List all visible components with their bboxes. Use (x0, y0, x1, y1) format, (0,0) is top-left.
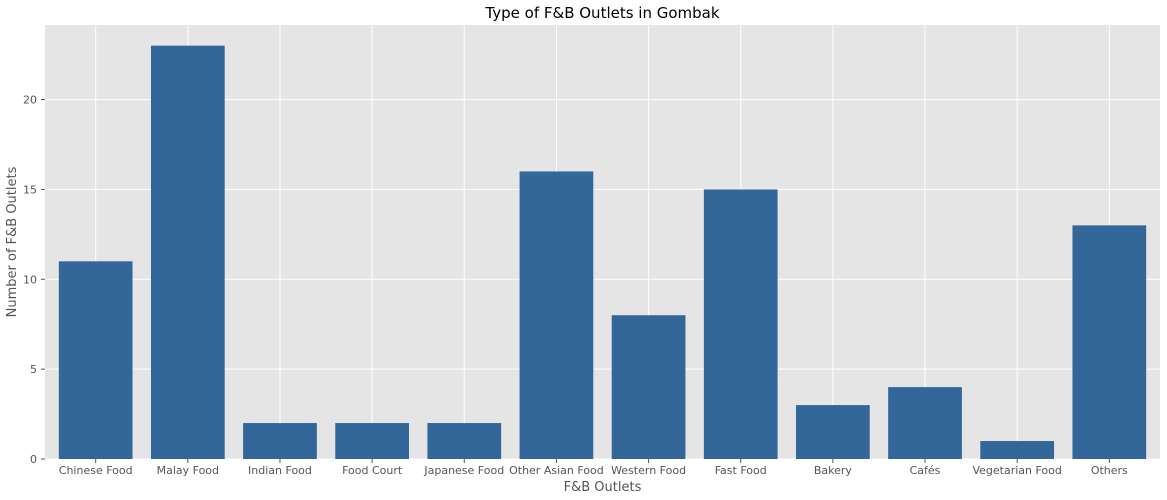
x-tick-label: Western Food (611, 464, 686, 477)
bar-western-food (611, 315, 686, 459)
x-axis-ticks: Chinese Food Malay Food Indian Food Food Co… (59, 459, 1128, 477)
x-tick-label: Other Asian Food (509, 464, 604, 477)
y-tick-label: 10 (23, 273, 37, 286)
y-tick-label: 15 (23, 183, 37, 196)
x-tick-label: Japanese Food (423, 464, 504, 477)
y-axis-ticks: 0 5 10 15 20 (23, 94, 45, 466)
x-tick-label: Food Court (342, 464, 403, 477)
bar-caf-s (888, 387, 962, 459)
x-tick-label: Chinese Food (59, 464, 133, 477)
x-tick-label: Bakery (814, 464, 853, 477)
bar-indian-food (243, 423, 317, 459)
x-tick-label: Cafés (910, 464, 941, 477)
x-tick-label: Indian Food (248, 464, 312, 477)
x-tick-label: Vegetarian Food (972, 464, 1061, 477)
x-tick-label: Malay Food (157, 464, 219, 477)
bar-food-court (335, 423, 409, 459)
bars (58, 45, 1147, 460)
bar-others (1072, 225, 1147, 459)
bar-japanese-food (427, 423, 502, 459)
plot-area (45, 25, 1160, 459)
x-tick-label: Fast Food (715, 464, 767, 477)
bar-vegetarian-food (980, 441, 1055, 459)
bar-fast-food (703, 189, 778, 459)
x-tick-label: Others (1091, 464, 1128, 477)
y-axis-title: Number of F&B Outlets (5, 166, 20, 317)
bar-malay-food (150, 45, 225, 460)
bar-other-asian-food (519, 171, 594, 459)
y-tick-label: 5 (30, 363, 37, 376)
y-tick-label: 0 (30, 453, 37, 466)
chart-title: Type of F&B Outlets in Gombak (484, 4, 719, 22)
bar-chinese-food (58, 261, 133, 459)
y-tick-label: 20 (23, 94, 37, 107)
x-axis-title: F&B Outlets (564, 480, 642, 495)
bar-bakery (796, 405, 870, 459)
